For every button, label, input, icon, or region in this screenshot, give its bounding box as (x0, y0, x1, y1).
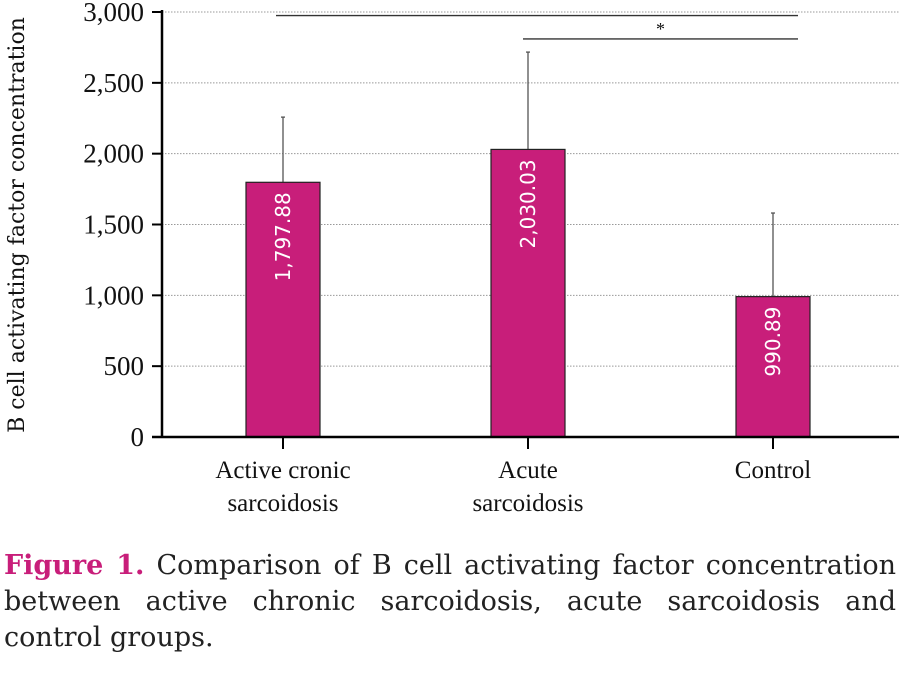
y-tick-label: 3,000 (83, 0, 144, 27)
y-tick-label: 0 (131, 422, 145, 452)
bar (490, 148, 566, 438)
caption-label: Figure 1. (4, 550, 145, 581)
significance-marker: * (656, 19, 665, 39)
data-label: 990.89 (761, 307, 785, 377)
x-tick-label: Acute (498, 457, 558, 484)
x-tick-label: Control (735, 457, 811, 484)
data-label: 2,030.03 (516, 159, 540, 248)
x-tick-label: sarcoidosis (472, 490, 583, 517)
figure-caption: Figure 1. Comparison of B cell activatin… (4, 548, 896, 656)
y-tick-label: 1,000 (83, 280, 144, 310)
data-label: 1,797.88 (271, 192, 295, 281)
y-axis-label: B cell activating factor concentration (5, 17, 30, 433)
x-tick-label: sarcoidosis (227, 490, 338, 517)
caption-text: Comparison of B cell activating factor c… (4, 550, 896, 653)
y-tick-label: 500 (104, 351, 145, 381)
y-tick-label: 1,500 (83, 210, 144, 240)
bar (245, 181, 321, 438)
x-tick-label: Active cronic (215, 457, 350, 484)
bar (735, 296, 811, 438)
y-tick-label: 2,000 (83, 139, 144, 169)
bar-chart: 0 500 1,000 1,500 2,000 2,500 3,000 B cell acti… (5, 0, 899, 517)
y-tick-label: 2,500 (83, 68, 144, 98)
